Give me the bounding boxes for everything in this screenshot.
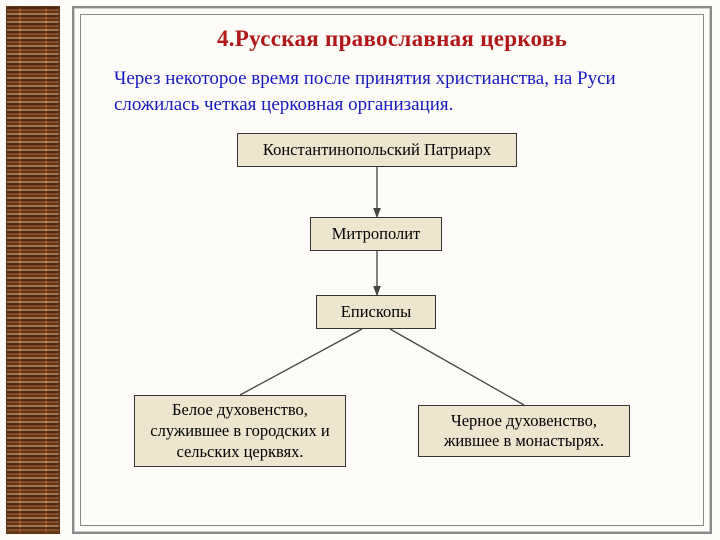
diagram-node: Епископы [316,295,436,329]
page-title: 4.Русская православная церковь [82,26,702,52]
diagram-edge [240,329,362,395]
diagram-edge [390,329,524,405]
diagram-node: Черное духовенство, жившее в монастырях. [418,405,630,457]
slide-content: 4.Русская православная церковь Через нек… [82,16,702,524]
diagram-node: Митрополит [310,217,442,251]
page-subtitle: Через некоторое время после принятия хри… [114,66,674,117]
hierarchy-diagram: Константинопольский Патриарх Митрополит Еп… [82,125,702,505]
diagram-node: Белое духовенство, служившее в городских… [134,395,346,467]
decorative-sidebar [6,6,60,534]
diagram-node: Константинопольский Патриарх [237,133,517,167]
